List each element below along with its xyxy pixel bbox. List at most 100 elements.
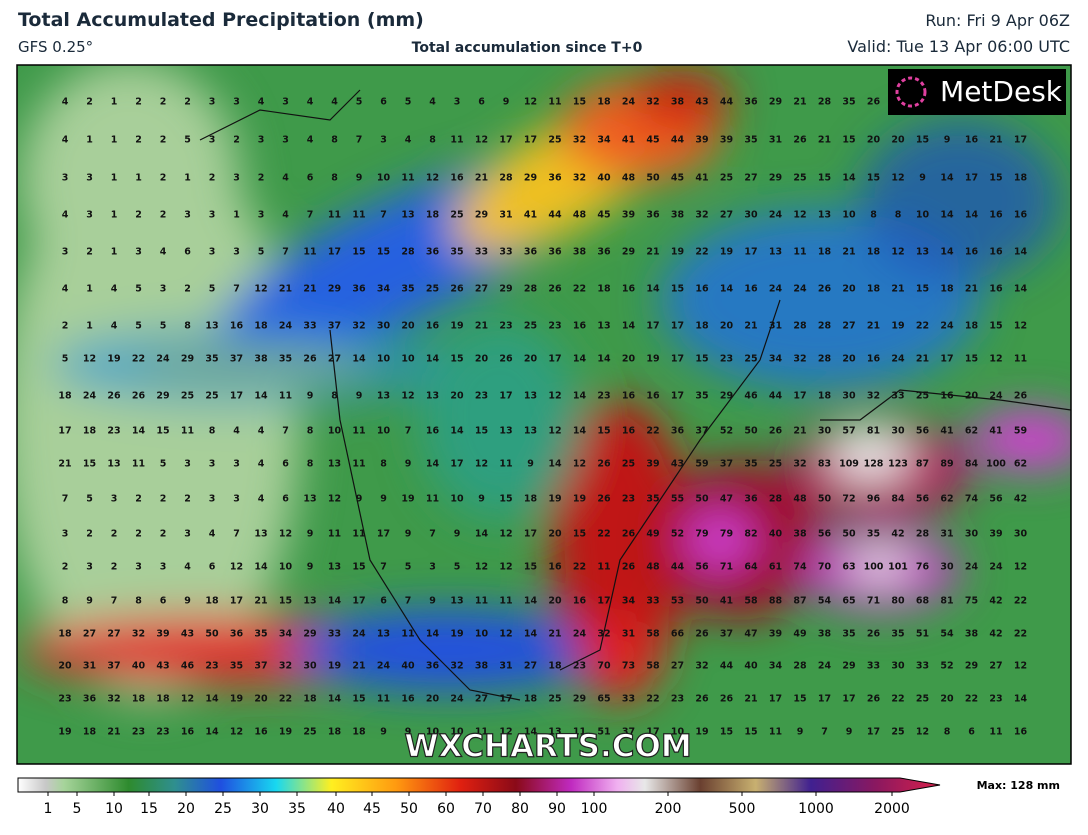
grid-value: 20	[401, 321, 415, 332]
grid-value: 41	[940, 426, 953, 437]
grid-value: 9	[184, 596, 191, 607]
grid-value: 18	[83, 426, 97, 437]
grid-value: 16	[254, 727, 268, 738]
grid-value: 40	[132, 661, 146, 672]
grid-value: 11	[769, 727, 782, 738]
grid-value: 14	[573, 354, 587, 365]
grid-value: 37	[720, 459, 733, 470]
grid-value: 54	[818, 596, 832, 607]
grid-value: 50	[695, 596, 709, 607]
grid-value: 9	[503, 97, 510, 108]
grid-value: 12	[181, 694, 194, 705]
grid-value: 5	[454, 562, 461, 573]
grid-value: 62	[965, 426, 978, 437]
grid-value: 38	[965, 629, 979, 640]
grid-value: 25	[181, 391, 194, 402]
grid-value: 7	[380, 562, 387, 573]
grid-value: 26	[499, 354, 513, 365]
grid-value: 1	[184, 173, 191, 184]
grid-value: 26	[303, 354, 317, 365]
grid-value: 36	[548, 173, 562, 184]
grid-value: 10	[671, 727, 685, 738]
grid-value: 15	[352, 694, 365, 705]
grid-value: 40	[769, 529, 783, 540]
grid-value: 4	[258, 459, 265, 470]
grid-value: 26	[867, 629, 881, 640]
grid-value: 34	[377, 284, 391, 295]
grid-value: 30	[818, 426, 832, 437]
grid-value: 12	[475, 135, 488, 146]
grid-value: 24	[818, 661, 832, 672]
grid-value: 3	[209, 494, 216, 505]
grid-value: 25	[450, 210, 463, 221]
grid-value: 50	[818, 494, 832, 505]
grid-value: 21	[891, 284, 904, 295]
colorbar-label: 5	[73, 801, 82, 817]
grid-value: 20	[842, 284, 856, 295]
grid-value: 26	[695, 629, 709, 640]
grid-value: 23	[671, 694, 684, 705]
grid-value: 36	[597, 247, 611, 258]
grid-value: 19	[671, 247, 684, 258]
colorbar-label: 20	[177, 801, 195, 817]
grid-value: 26	[793, 135, 807, 146]
grid-value: 74	[965, 494, 979, 505]
grid-value: 96	[867, 494, 881, 505]
grid-value: 56	[916, 494, 930, 505]
grid-value: 31	[83, 661, 96, 672]
grid-value: 13	[205, 321, 218, 332]
grid-value: 24	[156, 354, 170, 365]
grid-value: 6	[160, 596, 167, 607]
grid-value: 1	[135, 173, 142, 184]
grid-value: 42	[989, 596, 1002, 607]
grid-value: 18	[695, 321, 709, 332]
grid-value: 36	[426, 247, 440, 258]
grid-value: 46	[744, 391, 758, 402]
grid-value: 36	[646, 210, 660, 221]
grid-value: 3	[86, 562, 93, 573]
grid-value: 27	[524, 661, 537, 672]
grid-value: 33	[475, 247, 488, 258]
grid-value: 13	[328, 459, 341, 470]
grid-value: 32	[695, 210, 708, 221]
grid-value: 32	[793, 354, 806, 365]
grid-value: 17	[1014, 135, 1027, 146]
subtitle: Total accumulation since T+0	[412, 40, 643, 56]
grid-value: 18	[597, 97, 611, 108]
grid-value: 47	[744, 629, 757, 640]
grid-value: 20	[965, 391, 979, 402]
grid-value: 23	[622, 494, 635, 505]
grid-value: 38	[573, 247, 587, 258]
grid-value: 15	[450, 354, 463, 365]
grid-value: 4	[282, 210, 289, 221]
grid-value: 26	[548, 284, 562, 295]
grid-value: 34	[769, 661, 783, 672]
grid-value: 84	[965, 459, 979, 470]
grid-value: 9	[919, 173, 926, 184]
grid-value: 2	[160, 529, 167, 540]
grid-value: 31	[499, 210, 512, 221]
grid-value: 48	[573, 210, 587, 221]
grid-value: 15	[573, 97, 586, 108]
grid-value: 42	[891, 529, 904, 540]
grid-value: 63	[842, 562, 855, 573]
grid-value: 18	[940, 284, 954, 295]
grid-value: 22	[646, 426, 659, 437]
grid-value: 26	[622, 562, 636, 573]
grid-value: 31	[769, 135, 782, 146]
grid-value: 25	[769, 459, 782, 470]
grid-value: 21	[352, 661, 365, 672]
grid-value: 1	[86, 321, 93, 332]
grid-value: 4	[307, 135, 314, 146]
grid-value: 9	[86, 596, 93, 607]
grid-value: 27	[671, 661, 684, 672]
grid-value: 37	[695, 426, 708, 437]
grid-value: 37	[230, 354, 243, 365]
grid-value: 35	[230, 661, 243, 672]
grid-value: 26	[450, 284, 464, 295]
grid-value: 17	[352, 596, 365, 607]
grid-value: 28	[818, 97, 832, 108]
grid-value: 23	[548, 321, 561, 332]
grid-value: 36	[426, 661, 440, 672]
grid-value: 14	[646, 284, 660, 295]
